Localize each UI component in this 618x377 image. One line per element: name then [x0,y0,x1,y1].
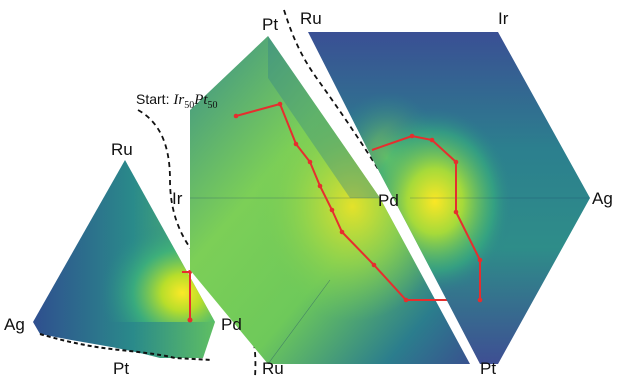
right-ternary-map [308,32,590,364]
small-bottom-dashed-line [39,333,213,361]
middle-path-point [277,101,283,107]
small-ternary-map [33,160,215,361]
right-path-point [477,297,483,303]
middle-path-point [307,159,313,165]
middle-map-hotspot [190,36,470,364]
start-element-1: Ir [172,92,184,108]
label-small-bottom: Pt [113,359,129,377]
middle-path-point [339,229,345,235]
start-subscript-1: 50 [184,100,194,111]
label-mid-left: Ir [172,189,183,208]
middle-map-shade [268,36,380,198]
middle-path-point [293,141,299,147]
middle-path-point [329,207,335,213]
middle-path-point [233,113,239,119]
label-right-top: Ir [498,9,509,28]
middle-path-point [371,262,377,268]
right-path-point [477,257,483,263]
label-mid-right: Pd [378,191,399,210]
small-map-hotspot [33,160,215,322]
small-path-point [187,317,193,323]
start-prefix: Start: [136,91,173,107]
right-path-point [453,209,459,215]
label-right-right: Ag [592,189,613,208]
label-small-left: Ag [4,315,25,334]
right-path-point [429,137,435,143]
start-element-2: Pt [193,92,208,108]
right-path-point [409,133,415,139]
label-mid-top: Pt [262,15,278,34]
middle-axis-line [267,279,331,365]
label-mid-bottom: Ru [262,359,284,377]
small-map-extension [33,322,215,358]
label-small-right: Pd [221,315,242,334]
label-right-topleft: Ru [300,9,322,28]
start-subscript-2: 50 [208,100,218,111]
middle-path-point [317,183,323,189]
middle-ternary-map [190,36,480,365]
middle-path-line [235,102,480,301]
middle-path-point [403,297,409,303]
right-path-point [453,159,459,165]
label-right-bottom: Pt [480,359,496,377]
label-small-top: Ru [111,140,133,159]
start-annotation: Start: Ir50Pt50 [136,91,218,111]
